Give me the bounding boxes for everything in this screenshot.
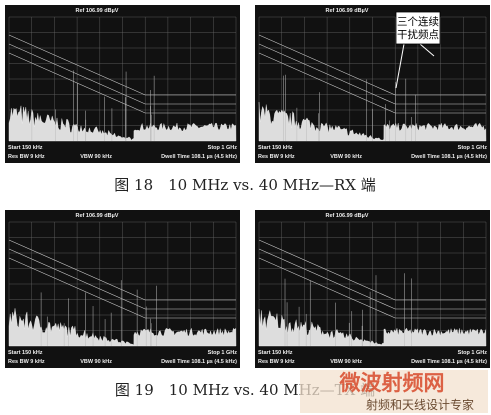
spectrum-screenshot: Ref 106.99 dBµV Start 150 kHz Res BW 9 kHz… <box>255 210 490 368</box>
limit-line <box>8 239 236 301</box>
dwell-time: Dwell Time 108.1 µs (4.5 kHz) <box>161 154 237 160</box>
start-freq: Start 150 kHz <box>8 145 43 151</box>
dwell-time: Dwell Time 108.1 µs (4.5 kHz) <box>411 154 487 160</box>
limit-line <box>8 52 236 114</box>
spectrum-screenshot: Ref 106.99 dBµV Start 150 kHz Res BW 9 kHz… <box>5 210 240 368</box>
vbw: VBW 90 kHz <box>80 154 112 160</box>
noise-trace <box>258 102 487 142</box>
limit-line <box>8 43 236 105</box>
stop-freq: Stop 1 GHz <box>208 145 238 151</box>
res-bw: Res BW 9 kHz <box>258 359 295 365</box>
annotation-text: 三个连续 <box>397 15 439 28</box>
ref-level: Ref 106.99 dBµV <box>326 213 369 219</box>
res-bw: Res BW 9 kHz <box>258 154 295 160</box>
ref-level: Ref 106.99 dBµV <box>76 8 119 14</box>
res-bw: Res BW 9 kHz <box>8 154 45 160</box>
stop-freq: Stop 1 GHz <box>458 350 488 356</box>
vbw: VBW 90 kHz <box>80 359 112 365</box>
noise-trace <box>8 308 237 347</box>
dwell-time: Dwell Time 108.1 µs (4.5 kHz) <box>161 359 237 365</box>
ref-level: Ref 106.99 dBµV <box>326 8 369 14</box>
start-freq: Start 150 kHz <box>258 145 293 151</box>
limit-line <box>258 257 486 319</box>
start-freq: Start 150 kHz <box>258 350 293 356</box>
limit-line <box>258 43 486 105</box>
limit-line <box>258 52 486 114</box>
start-freq: Start 150 kHz <box>8 350 43 356</box>
spectrum-screenshot: Ref 106.99 dBµV Start 150 kHz Res BW 9 kHz… <box>255 5 490 163</box>
limit-line <box>258 248 486 310</box>
limit-line <box>258 239 486 301</box>
limit-line <box>8 257 236 319</box>
noise-trace <box>8 105 237 142</box>
vbw: VBW 90 kHz <box>330 359 362 365</box>
dwell-time: Dwell Time 108.1 µs (4.5 kHz) <box>411 359 487 365</box>
noise-trace <box>258 308 487 347</box>
limit-line <box>8 248 236 310</box>
annotation-box <box>395 11 441 45</box>
vbw: VBW 90 kHz <box>330 154 362 160</box>
spectrum-screenshot: Ref 106.99 dBµV Start 150 kHz Res BW 9 kHz… <box>5 5 240 163</box>
limit-line <box>258 34 486 96</box>
figure-caption: 图 18 10 MHz vs. 40 MHz—RX 端 <box>114 176 375 194</box>
watermark-title: 微波射频网 <box>339 371 445 395</box>
ref-level: Ref 106.99 dBµV <box>76 213 119 219</box>
arrow <box>419 43 435 57</box>
res-bw: Res BW 9 kHz <box>8 359 45 365</box>
watermark-subtitle: 射频和天线设计专家 <box>366 397 474 412</box>
stop-freq: Stop 1 GHz <box>458 145 488 151</box>
watermark-bg <box>300 370 488 413</box>
annotation-text: 干扰频点 <box>397 28 439 41</box>
stop-freq: Stop 1 GHz <box>208 350 238 356</box>
limit-line <box>8 34 236 96</box>
arrow <box>395 43 405 89</box>
